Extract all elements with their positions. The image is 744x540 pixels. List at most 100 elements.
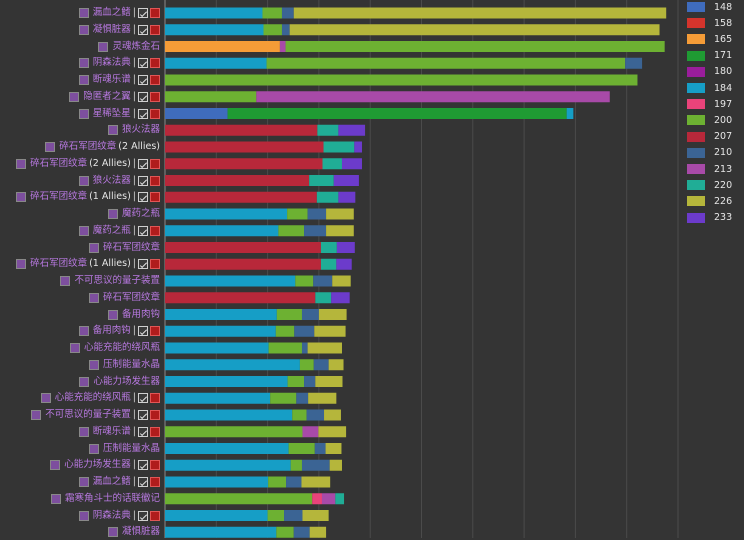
row-label-name[interactable]: 狼火法器: [121, 124, 160, 136]
row-label-name[interactable]: 漏血之鳍: [92, 476, 131, 487]
compare-icon[interactable]: [138, 24, 148, 35]
compare-icon[interactable]: [138, 510, 148, 521]
compare-icon[interactable]: [138, 91, 148, 102]
row-label-name[interactable]: 碎石军团纹章: [30, 191, 88, 203]
label-separator: |: [132, 7, 136, 18]
row-label-name[interactable]: 断魂乐谱: [92, 425, 131, 437]
remove-icon[interactable]: [150, 510, 160, 521]
legend-item[interactable]: 213: [687, 163, 732, 175]
compare-icon[interactable]: [138, 192, 148, 203]
bar-segment-171: [227, 108, 567, 119]
compare-icon[interactable]: [138, 326, 148, 337]
row-label-name[interactable]: 不可思议的量子装置: [74, 275, 160, 286]
label-separator: |: [132, 425, 136, 437]
legend-item[interactable]: 210: [687, 147, 732, 159]
legend-item[interactable]: 226: [687, 195, 732, 207]
legend-item[interactable]: 207: [687, 131, 732, 143]
row-label-name[interactable]: 备用肉钩: [92, 325, 131, 337]
legend-item[interactable]: 158: [687, 17, 732, 29]
compare-icon[interactable]: [138, 460, 148, 471]
bar-segment-200: [276, 309, 302, 320]
remove-icon[interactable]: [150, 326, 160, 337]
row-label-name[interactable]: 隐匿者之翼: [83, 90, 131, 102]
remove-icon[interactable]: [150, 58, 160, 69]
row-label-name[interactable]: 心能力场发生器: [93, 375, 160, 387]
row-label-name[interactable]: 霜寒角斗士的话联徽记: [64, 492, 160, 504]
item-icon: [60, 276, 71, 286]
legend-item[interactable]: 220: [687, 179, 732, 191]
row-label-name[interactable]: 凝惧脏器: [92, 23, 131, 35]
row-label-name[interactable]: 心能充能的绕风瓶: [83, 342, 160, 353]
legend-item[interactable]: 148: [687, 1, 732, 13]
compare-icon[interactable]: [138, 259, 148, 270]
row-label-name[interactable]: 心能力场发生器: [64, 459, 131, 471]
remove-icon[interactable]: [150, 75, 160, 85]
remove-icon[interactable]: [150, 477, 160, 487]
remove-icon[interactable]: [150, 225, 160, 236]
row-label-name[interactable]: 断魂乐谱: [92, 74, 131, 85]
remove-icon[interactable]: [150, 8, 160, 18]
legend-item[interactable]: 171: [687, 50, 732, 62]
compare-icon[interactable]: [138, 58, 148, 69]
row-label-name[interactable]: 灵魂炼金石: [112, 40, 160, 52]
row-label-name[interactable]: 碎石军团纹章: [59, 141, 117, 152]
row-label-allies: (1 Allies): [89, 191, 131, 203]
row-label-name[interactable]: 狼火法器: [92, 174, 131, 186]
compare-icon[interactable]: [138, 8, 148, 18]
legend-item[interactable]: 233: [687, 212, 732, 224]
bar-segment-184: [566, 108, 574, 119]
bar-segment-213: [256, 91, 610, 103]
row-label-name[interactable]: 魔药之瓶: [92, 224, 131, 236]
remove-icon[interactable]: [150, 108, 160, 119]
row-label-name[interactable]: 阴森法典: [92, 509, 131, 521]
legend-item[interactable]: 197: [687, 98, 732, 110]
row-label-name[interactable]: 碎石军团纹章: [102, 291, 160, 303]
row-label: 魔药之瓶: [107, 206, 160, 222]
remove-icon[interactable]: [150, 460, 160, 471]
remove-icon[interactable]: [150, 192, 160, 203]
compare-icon[interactable]: [138, 410, 148, 420]
remove-icon[interactable]: [150, 410, 160, 420]
bar-segment-200: [165, 426, 303, 438]
row-label-name[interactable]: 不可思议的量子装置: [45, 409, 131, 420]
row-label-name[interactable]: 心能充能的绕风瓶: [54, 392, 131, 404]
row-label-name[interactable]: 星稀坠星: [92, 107, 131, 119]
legend-item[interactable]: 184: [687, 82, 732, 94]
compare-icon[interactable]: [138, 108, 148, 119]
row-label-name[interactable]: 碎石军团纹章: [30, 258, 88, 270]
row-label-name[interactable]: 备用肉钩: [121, 308, 160, 320]
compare-icon[interactable]: [138, 175, 148, 186]
row-label: 碎石军团纹章 (1 Allies) |: [16, 256, 160, 272]
row-label-name[interactable]: 压制能量水晶: [102, 358, 160, 370]
chart-row: 隐匿者之翼 |: [0, 89, 744, 105]
compare-icon[interactable]: [138, 393, 148, 404]
compare-icon[interactable]: [138, 158, 148, 169]
compare-icon[interactable]: [138, 477, 148, 487]
legend-item[interactable]: 180: [687, 66, 732, 78]
row-label-name[interactable]: 碎石军团纹章: [30, 157, 88, 169]
remove-icon[interactable]: [150, 158, 160, 169]
remove-icon[interactable]: [150, 393, 160, 404]
row-label-name[interactable]: 阴森法典: [92, 57, 131, 69]
row-label-name[interactable]: 压制能量水晶: [102, 442, 160, 454]
row-label-name[interactable]: 漏血之鳍: [92, 7, 131, 18]
row-label: 心能力场发生器: [79, 374, 160, 390]
compare-icon[interactable]: [138, 426, 148, 437]
row-label-name[interactable]: 魔药之瓶: [121, 208, 160, 219]
bar-segment-197: [312, 493, 322, 505]
bar-segment-210: [301, 309, 319, 320]
label-separator: |: [132, 191, 136, 203]
compare-icon[interactable]: [138, 225, 148, 236]
remove-icon[interactable]: [150, 91, 160, 102]
legend-item[interactable]: 165: [687, 33, 732, 45]
bar-segment-233: [338, 191, 356, 203]
remove-icon[interactable]: [150, 259, 160, 270]
remove-icon[interactable]: [150, 175, 160, 186]
remove-icon[interactable]: [150, 426, 160, 437]
remove-icon[interactable]: [150, 24, 160, 35]
legend-item[interactable]: 200: [687, 114, 732, 126]
legend-label: 200: [714, 114, 733, 126]
row-label-name[interactable]: 碎石军团纹章: [102, 241, 160, 253]
compare-icon[interactable]: [138, 75, 148, 85]
row-label-name[interactable]: 凝惧脏器: [121, 526, 160, 538]
